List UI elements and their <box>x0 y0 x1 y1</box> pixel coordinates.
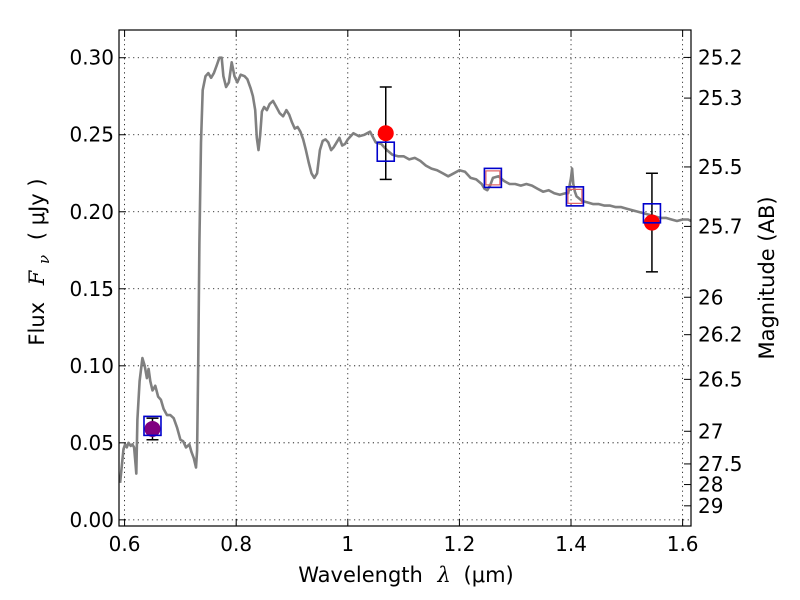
y-axis-label-symbol: F <box>25 269 49 286</box>
synthetic-photometry-marker <box>143 415 162 437</box>
y-tick-label: 0.20 <box>69 200 114 224</box>
x-tick-label: 1 <box>341 532 354 556</box>
y2-tick-label: 28 <box>698 473 723 497</box>
faint-photometry-marker <box>485 170 501 186</box>
marker-layer <box>143 86 662 441</box>
y2-tick-label: 25.7 <box>698 214 743 238</box>
observed-flux-point <box>144 420 161 437</box>
y2-tick-label: 27.5 <box>698 452 743 476</box>
synthetic-photometry-marker <box>376 141 396 162</box>
y-tick-label: 0.30 <box>69 46 114 70</box>
x-axis-label-symbol: λ <box>437 563 451 587</box>
synthetic-photometry-marker <box>642 203 662 224</box>
tick-layer: 0.6 0.8 1 1.2 1.4 1.6 0.00 0.05 0.10 0.15 0.20 0.25… <box>69 30 743 556</box>
x-tick-label: 0.6 <box>109 532 141 556</box>
y-tick-label: 0.00 <box>69 508 114 532</box>
y2-tick-label: 29 <box>698 494 723 518</box>
y-axis-label-prefix: Flux <box>25 302 49 346</box>
y-axis-label-unit: ( μJy ) <box>25 178 49 240</box>
synthetic-photometry-marker <box>565 186 585 207</box>
y2-tick-label: 26 <box>698 285 723 309</box>
plot-frame <box>118 29 692 527</box>
x-tick-label: 1.2 <box>444 532 476 556</box>
y-tick-label: 0.25 <box>69 123 114 147</box>
y2-tick-label: 26.2 <box>698 323 743 347</box>
y-tick-label: 0.15 <box>69 277 114 301</box>
x-tick-label: 1.4 <box>555 532 587 556</box>
y2-tick-label: 26.5 <box>698 367 743 391</box>
y-tick-label: 0.05 <box>69 431 114 455</box>
y2-axis-label: Magnitude (AB) <box>755 196 779 359</box>
y2-tick-label: 25.3 <box>698 86 743 110</box>
observed-flux-point <box>377 125 394 142</box>
y-axis-label-subscript: ν <box>35 255 53 264</box>
synthetic-photometry-marker <box>483 167 503 189</box>
y2-tick-label: 27 <box>698 419 723 443</box>
y2-tick-label: 25.5 <box>698 155 743 179</box>
faint-photometry-marker <box>567 188 583 204</box>
y-tick-label: 0.10 <box>69 354 114 378</box>
x-tick-label: 0.8 <box>220 532 252 556</box>
x-tick-label: 1.6 <box>667 532 699 556</box>
y2-tick-label: 25.2 <box>698 45 743 69</box>
x-axis-label-prefix: Wavelength <box>298 563 423 587</box>
x-axis-label-unit: (μm) <box>464 563 514 587</box>
y-axis-label: Flux F ν ( μJy ) <box>25 178 54 345</box>
x-axis-label: Wavelength λ (μm) <box>298 563 513 587</box>
